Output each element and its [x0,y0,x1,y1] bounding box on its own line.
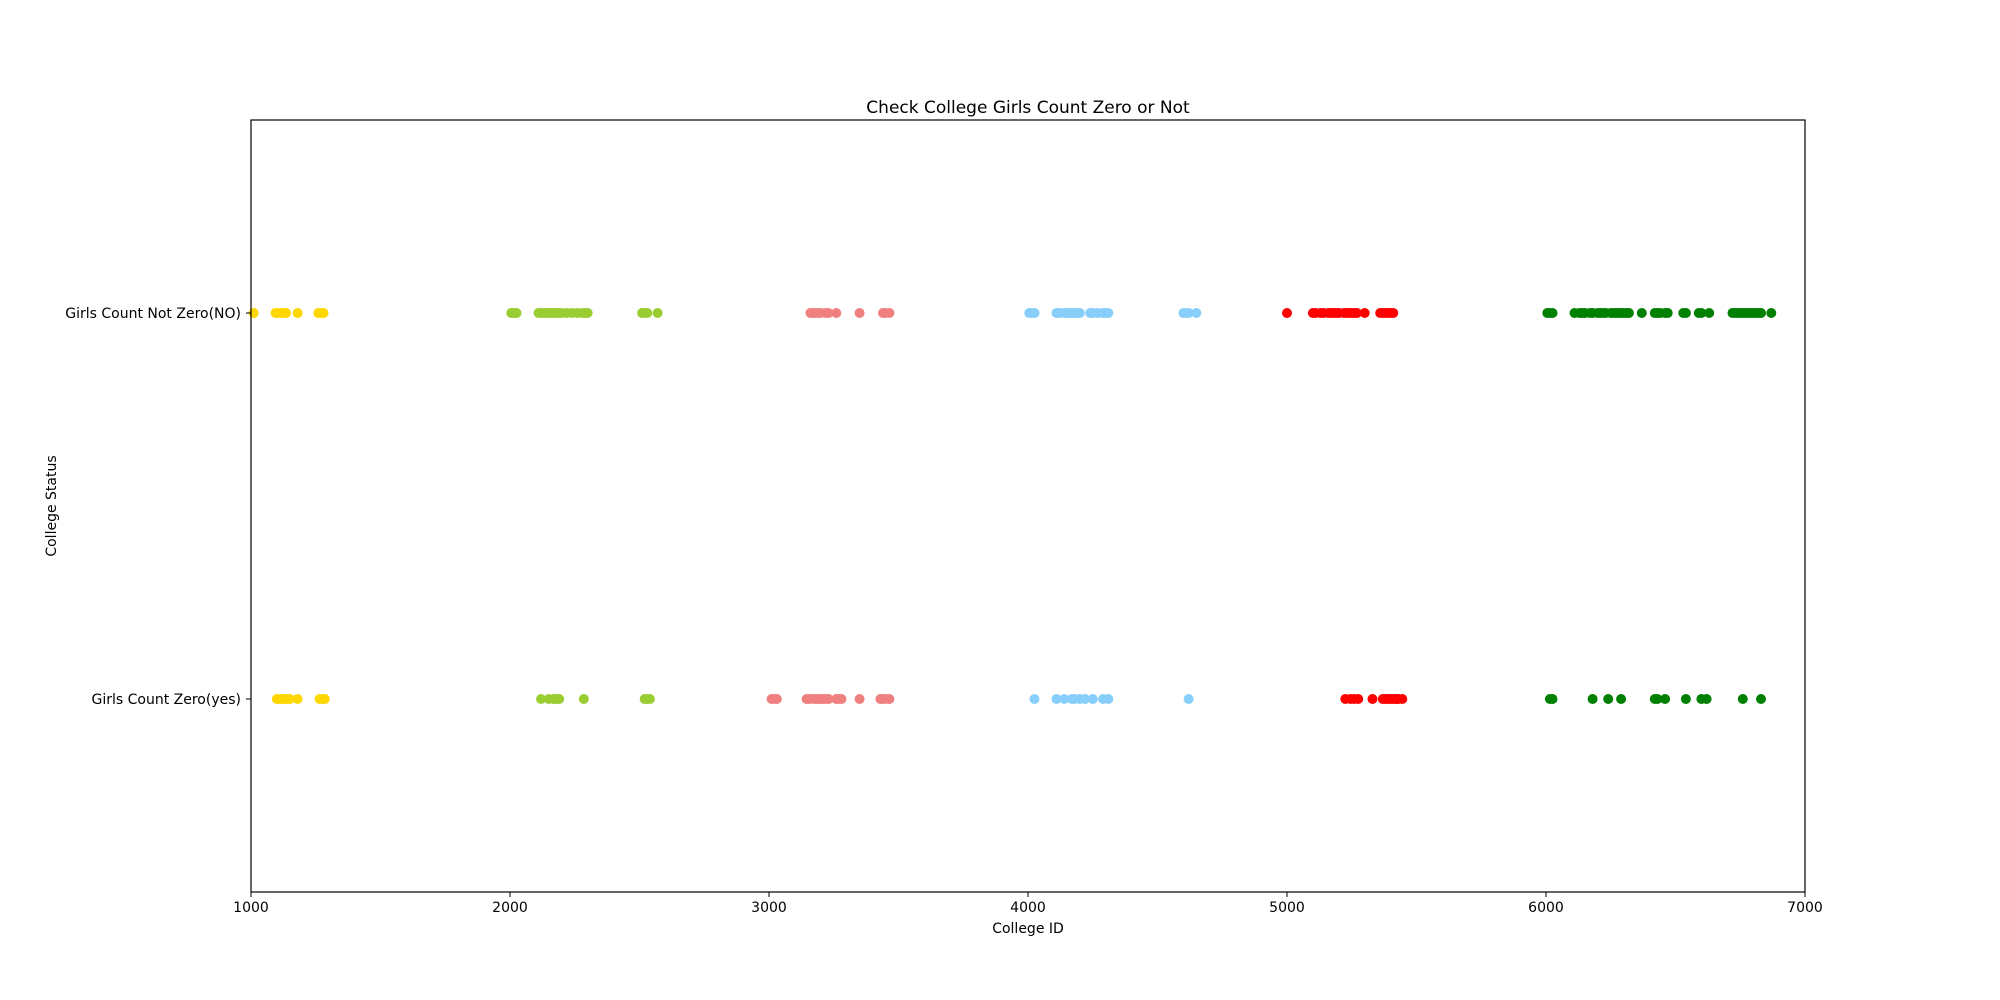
chart-title: Check College Girls Count Zero or Not [866,98,1190,118]
data-point [1652,694,1663,704]
data-point [1059,694,1070,704]
plot-frame [250,119,1806,893]
data-point [884,308,895,318]
data-point [1397,694,1408,704]
data-point [578,694,589,704]
data-point [1623,308,1634,318]
x-tick-label: 2000 [492,900,528,916]
x-tick-label: 6000 [1528,900,1564,916]
data-point [292,694,303,704]
data-point [554,694,565,704]
data-point [1696,308,1707,318]
x-tick-label: 4000 [1010,900,1046,916]
x-axis-ticks: 1000 2000 3000 4000 5000 6000 7000 [233,892,1823,916]
data-point [644,694,655,704]
data-point [1704,308,1715,318]
data-point [884,694,895,704]
y-axis-label: College Status [44,455,60,556]
data-point [642,308,653,318]
data-point [1029,308,1040,318]
data-point [652,308,663,318]
x-tick-label: 3000 [751,900,787,916]
data-point [854,308,865,318]
x-axis-label: College ID [992,921,1064,937]
data-point [1191,308,1202,318]
data-point [1183,694,1194,704]
data-point [1074,308,1085,318]
data-point [536,694,547,704]
data-point [1080,694,1090,704]
data-point [1756,694,1766,704]
data-point [1701,694,1712,704]
data-point [1351,308,1362,318]
data-point [1766,308,1777,318]
data-point [292,308,303,318]
data-point [1029,694,1040,704]
data-point [1603,694,1614,704]
data-point [1367,694,1378,704]
data-point [771,694,782,704]
data-point [319,694,330,704]
data-point [1756,308,1766,318]
data-point [1087,694,1098,704]
data-point [318,308,329,318]
data-point [1359,308,1370,318]
data-point [1103,308,1114,318]
data-point [1282,308,1292,318]
x-tick-label: 7000 [1787,900,1823,916]
data-point [1636,308,1647,318]
data-point [1660,694,1671,704]
data-point [582,308,593,318]
data-point [1353,694,1364,704]
data-point [511,308,522,318]
data-point [823,694,834,704]
data-point [1737,694,1748,704]
data-point [1388,308,1399,318]
data-point [1547,694,1558,704]
y-axis-ticks: Girls Count Zero(yes) Girls Count Not Zer… [65,306,251,708]
data-point [1183,308,1194,318]
data-point [284,694,295,704]
data-points [248,308,1777,704]
data-point [831,308,842,318]
data-point [1680,694,1691,704]
data-point [1616,694,1627,704]
data-point [1103,694,1114,704]
data-point [281,308,291,318]
x-tick-label: 1000 [233,900,269,916]
data-point [1051,694,1062,704]
data-point [1547,308,1558,318]
y-tick-label: Girls Count Not Zero(NO) [65,306,241,322]
data-point [1587,694,1598,704]
y-tick-label: Girls Count Zero(yes) [92,692,242,708]
x-tick-label: 5000 [1269,900,1305,916]
data-point [854,694,865,704]
data-point [1662,308,1673,318]
data-point [823,308,834,318]
data-point [836,694,847,704]
data-point [1680,308,1691,318]
